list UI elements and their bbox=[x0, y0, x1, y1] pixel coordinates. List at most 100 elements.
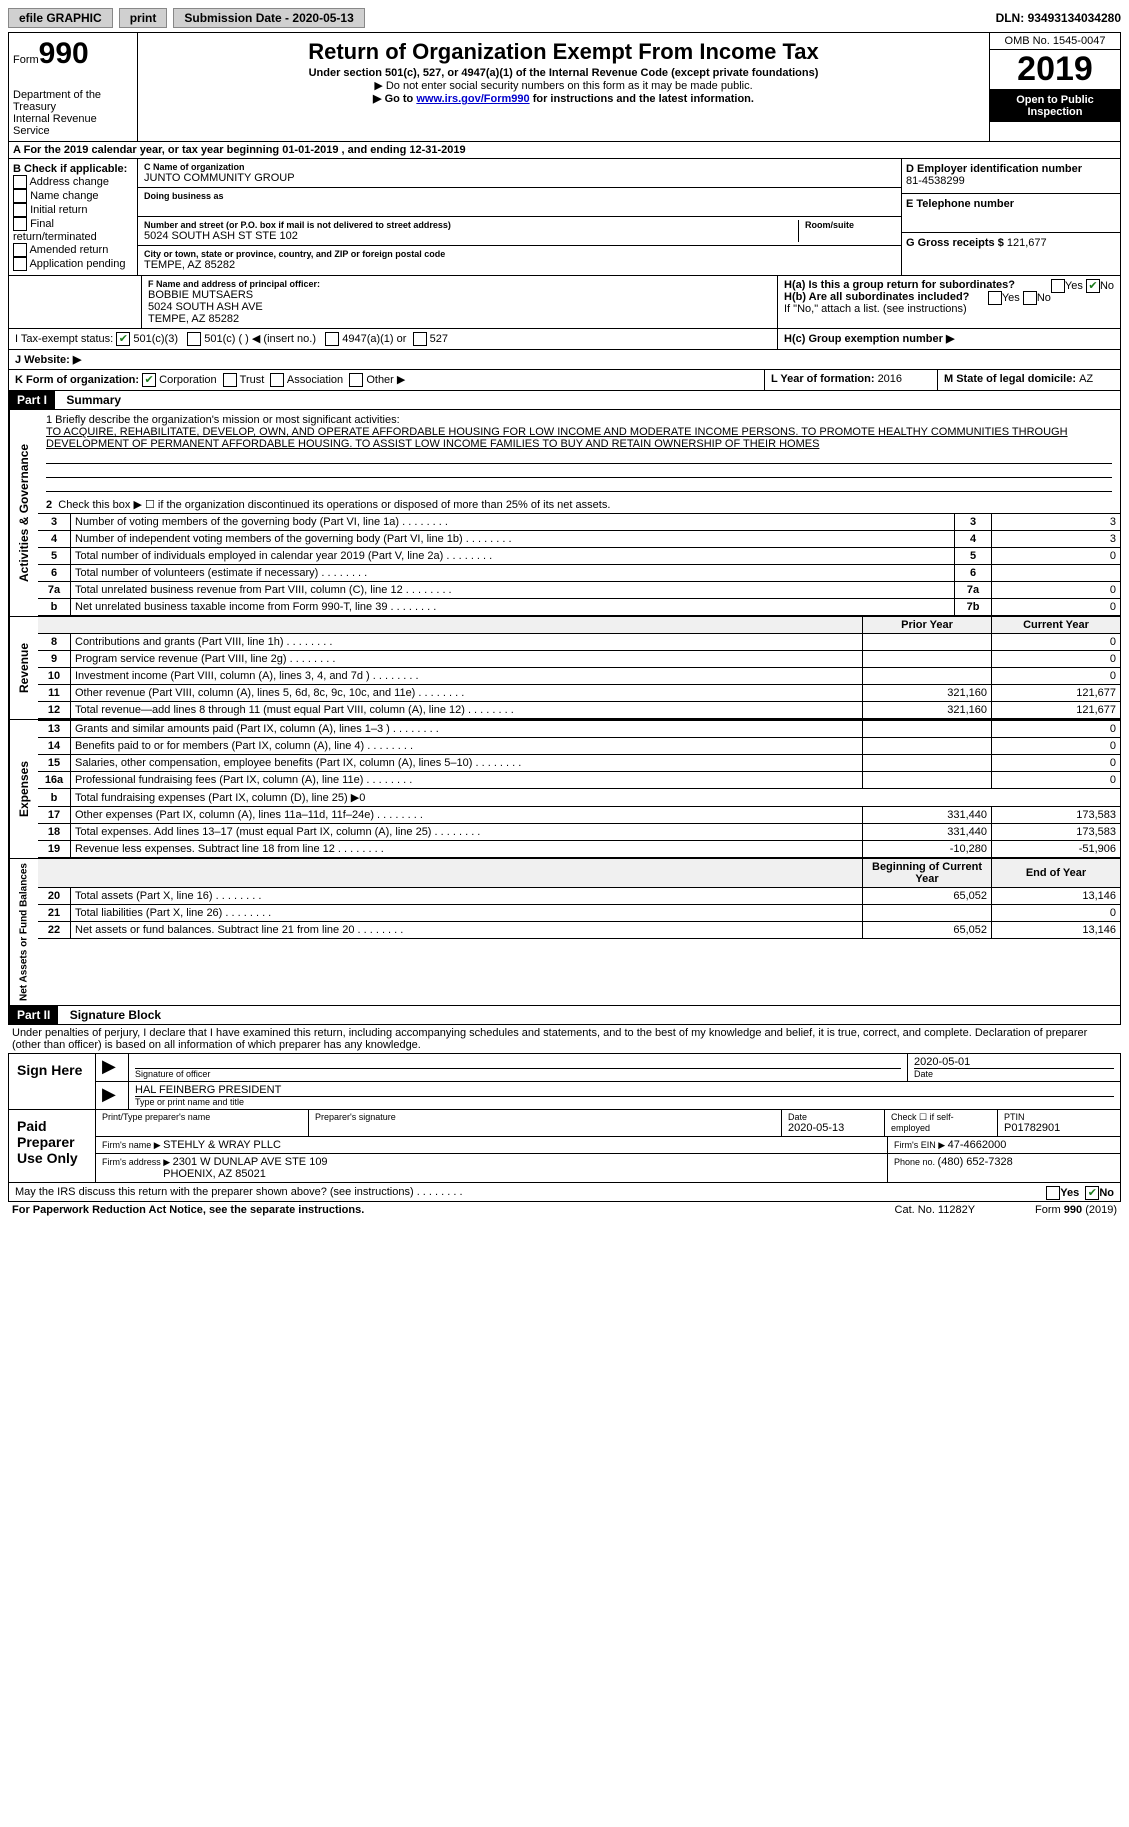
firm-phone: (480) 652-7328 bbox=[938, 1156, 1013, 1168]
pp-check: Check ☐ if self-employed bbox=[891, 1112, 991, 1133]
officer-addr2: TEMPE, AZ 85282 bbox=[148, 313, 771, 325]
pp-date-label: Date bbox=[788, 1112, 878, 1122]
domicile-label: M State of legal domicile: bbox=[944, 373, 1079, 385]
form990-link[interactable]: www.irs.gov/Form990 bbox=[416, 93, 529, 105]
org-address: 5024 SOUTH ASH ST STE 102 bbox=[144, 230, 792, 242]
governance-block: Activities & Governance 1 Briefly descri… bbox=[8, 410, 1121, 617]
dept-label: Department of the Treasury Internal Reve… bbox=[13, 89, 133, 137]
tax-year: 2019 bbox=[990, 50, 1120, 90]
topbar: efile GRAPHIC print Submission Date - 20… bbox=[8, 8, 1121, 28]
form-title: Return of Organization Exempt From Incom… bbox=[142, 39, 985, 65]
part2-header: Part II bbox=[9, 1006, 58, 1024]
eoy-header: End of Year bbox=[992, 859, 1121, 888]
part2-title: Signature Block bbox=[62, 1006, 169, 1024]
website-label: J Website: ▶ bbox=[15, 354, 81, 366]
part1-header-row: Part I Summary bbox=[8, 391, 1121, 410]
firm-addr: 2301 W DUNLAP AVE STE 109 bbox=[173, 1156, 328, 1168]
table-row: bTotal fundraising expenses (Part IX, co… bbox=[38, 789, 1120, 807]
irs-no[interactable] bbox=[1085, 1186, 1099, 1200]
check-501c3[interactable] bbox=[116, 332, 130, 346]
opt-501c: 501(c) ( ) ◀ (insert no.) bbox=[204, 333, 316, 345]
check-amended[interactable] bbox=[13, 243, 27, 257]
mission-text: TO ACQUIRE, REHABILITATE, DEVELOP, OWN, … bbox=[46, 426, 1112, 450]
section-ij: I Tax-exempt status: 501(c)(3) 501(c) ( … bbox=[8, 329, 1121, 350]
pp-sig-label: Preparer's signature bbox=[315, 1112, 775, 1122]
dln: DLN: 93493134034280 bbox=[996, 11, 1121, 25]
sig-date: 2020-05-01 bbox=[914, 1056, 1114, 1069]
org-name: JUNTO COMMUNITY GROUP bbox=[144, 172, 895, 184]
check-527[interactable] bbox=[413, 332, 427, 346]
check-final-return[interactable] bbox=[13, 217, 27, 231]
irs-discuss: May the IRS discuss this return with the… bbox=[15, 1186, 463, 1198]
note2-b: for instructions and the latest informat… bbox=[530, 93, 754, 105]
section-b: B Check if applicable: Address change Na… bbox=[9, 159, 138, 275]
label-amended: Amended return bbox=[29, 244, 108, 256]
officer-name: BOBBIE MUTSAERS bbox=[148, 289, 771, 301]
table-row: 3Number of voting members of the governi… bbox=[38, 514, 1120, 531]
table-row: 11Other revenue (Part VIII, column (A), … bbox=[38, 685, 1120, 702]
pp-date: 2020-05-13 bbox=[788, 1122, 878, 1134]
netassets-block: Net Assets or Fund Balances Beginning of… bbox=[8, 859, 1121, 1006]
check-initial-return[interactable] bbox=[13, 203, 27, 217]
phone-label: E Telephone number bbox=[906, 198, 1116, 210]
table-row: 16aProfessional fundraising fees (Part I… bbox=[38, 772, 1120, 789]
paid-preparer-label: Paid Preparer Use Only bbox=[9, 1110, 96, 1182]
revenue-sidebar: Revenue bbox=[9, 617, 38, 719]
tax-year-range: A For the 2019 calendar year, or tax yea… bbox=[8, 142, 1121, 159]
part1-title: Summary bbox=[58, 391, 129, 409]
hb-yes[interactable] bbox=[988, 291, 1002, 305]
check-4947[interactable] bbox=[325, 332, 339, 346]
check-application-pending[interactable] bbox=[13, 257, 27, 271]
ha-no[interactable] bbox=[1086, 279, 1100, 293]
table-row: 13Grants and similar amounts paid (Part … bbox=[38, 721, 1120, 738]
check-corp[interactable] bbox=[142, 373, 156, 387]
part2-header-row: Part II Signature Block bbox=[8, 1006, 1121, 1025]
ha-yes[interactable] bbox=[1051, 279, 1065, 293]
table-row: 9Program service revenue (Part VIII, lin… bbox=[38, 651, 1120, 668]
opt-corp: Corporation bbox=[159, 374, 216, 386]
netassets-table: Beginning of Current YearEnd of Year 20T… bbox=[38, 859, 1120, 939]
officer-type-label: Type or print name and title bbox=[135, 1097, 1114, 1107]
opt-4947: 4947(a)(1) or bbox=[342, 333, 406, 345]
dba-label: Doing business as bbox=[144, 191, 895, 201]
h-c-label: H(c) Group exemption number ▶ bbox=[784, 333, 954, 345]
officer-printed-name: HAL FEINBERG PRESIDENT bbox=[135, 1084, 1114, 1097]
check-address-change[interactable] bbox=[13, 175, 27, 189]
section-d: D Employer identification number 81-4538… bbox=[902, 159, 1120, 275]
officer-addr1: 5024 SOUTH ASH AVE bbox=[148, 301, 771, 313]
table-row: 17Other expenses (Part IX, column (A), l… bbox=[38, 807, 1120, 824]
part1-header: Part I bbox=[9, 391, 55, 409]
check-name-change[interactable] bbox=[13, 189, 27, 203]
page-footer: For Paperwork Reduction Act Notice, see … bbox=[8, 1202, 1121, 1218]
label-application-pending: Application pending bbox=[29, 258, 125, 270]
table-row: 12Total revenue—add lines 8 through 11 (… bbox=[38, 702, 1120, 719]
irs-no-label: No bbox=[1099, 1187, 1114, 1199]
section-bcd: B Check if applicable: Address change Na… bbox=[8, 159, 1121, 276]
firm-ein-label: Firm's EIN ▶ bbox=[894, 1140, 948, 1150]
dln-label: DLN: bbox=[996, 11, 1028, 25]
room-label: Room/suite bbox=[805, 220, 895, 230]
ptin: P01782901 bbox=[1004, 1122, 1114, 1134]
form-footer: Form 990 (2019) bbox=[1035, 1204, 1117, 1216]
revenue-table: Prior YearCurrent Year 8Contributions an… bbox=[38, 617, 1120, 719]
check-trust[interactable] bbox=[223, 373, 237, 387]
h-b-label: H(b) Are all subordinates included? bbox=[784, 291, 969, 303]
print-button[interactable]: print bbox=[119, 8, 168, 28]
org-name-label: C Name of organization bbox=[144, 162, 895, 172]
check-501c[interactable] bbox=[187, 332, 201, 346]
check-other[interactable] bbox=[349, 373, 363, 387]
table-row: 15Salaries, other compensation, employee… bbox=[38, 755, 1120, 772]
table-row: 14Benefits paid to or for members (Part … bbox=[38, 738, 1120, 755]
form-header: Form990 Department of the Treasury Inter… bbox=[8, 32, 1121, 142]
no-label: No bbox=[1100, 280, 1114, 292]
label-address-change: Address change bbox=[29, 176, 109, 188]
org-city: TEMPE, AZ 85282 bbox=[144, 259, 895, 271]
opt-527: 527 bbox=[430, 333, 448, 345]
check-assoc[interactable] bbox=[270, 373, 284, 387]
paid-preparer-block: Paid Preparer Use Only Print/Type prepar… bbox=[8, 1110, 1121, 1183]
irs-yes[interactable] bbox=[1046, 1186, 1060, 1200]
opt-501c3: 501(c)(3) bbox=[133, 333, 178, 345]
hb-no[interactable] bbox=[1023, 291, 1037, 305]
firm-name-label: Firm's name ▶ bbox=[102, 1140, 163, 1150]
opt-trust: Trust bbox=[240, 374, 265, 386]
